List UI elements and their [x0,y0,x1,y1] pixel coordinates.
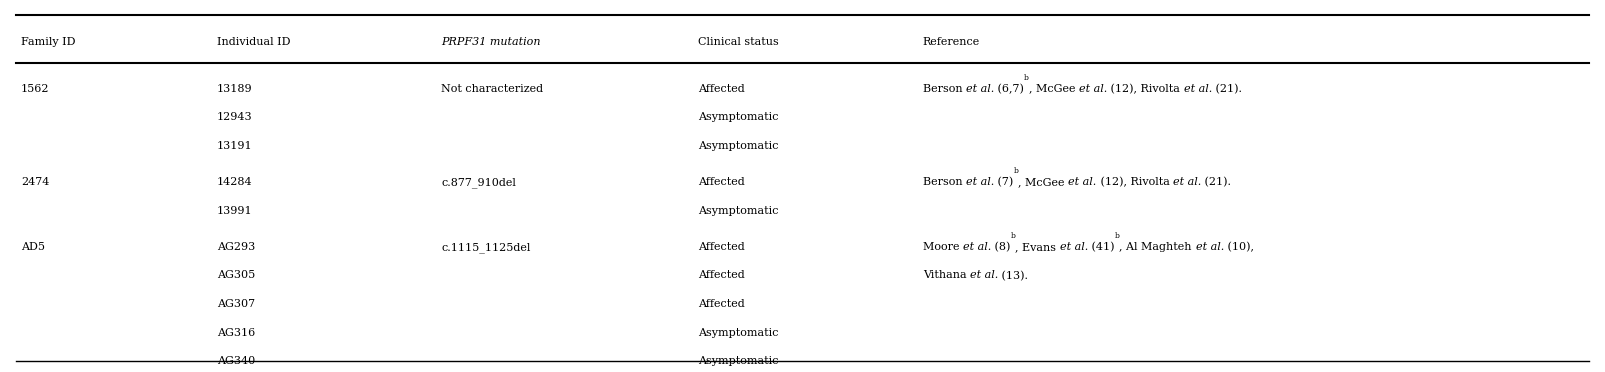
Text: Individual ID: Individual ID [217,37,291,47]
Text: Asymptomatic: Asymptomatic [698,206,778,216]
Text: 14284: 14284 [217,177,252,187]
Text: Asymptomatic: Asymptomatic [698,356,778,366]
Text: Asymptomatic: Asymptomatic [698,112,778,122]
Text: Affected: Affected [698,177,745,187]
Text: c.877_910del: c.877_910del [441,177,517,188]
Text: (12), Rivolta: (12), Rivolta [1096,177,1173,187]
Text: 12943: 12943 [217,112,252,122]
Text: Affected: Affected [698,84,745,94]
Text: 13189: 13189 [217,84,252,94]
Text: 2474: 2474 [21,177,50,187]
Text: (8): (8) [992,242,1011,252]
Text: AG307: AG307 [217,299,255,309]
Text: , McGee: , McGee [1019,177,1069,187]
Text: et al.: et al. [963,242,992,252]
Text: et al.: et al. [1173,177,1201,187]
Text: AG340: AG340 [217,356,255,366]
Text: AG316: AG316 [217,328,255,338]
Text: b: b [1013,167,1019,175]
Text: Affected: Affected [698,242,745,252]
Text: et al.: et al. [1059,242,1088,252]
Text: 13991: 13991 [217,206,252,216]
Text: et al.: et al. [969,270,998,280]
Text: (21).: (21). [1212,84,1242,94]
Text: (41): (41) [1088,242,1114,252]
Text: Berson: Berson [923,84,966,94]
Text: Vithana: Vithana [923,270,969,280]
Text: (12), Rivolta: (12), Rivolta [1107,84,1183,94]
Text: et al.: et al. [966,84,993,94]
Text: AG305: AG305 [217,270,255,280]
Text: Asymptomatic: Asymptomatic [698,141,778,151]
Text: b: b [1011,232,1016,240]
Text: Not characterized: Not characterized [441,84,544,94]
Text: Berson: Berson [923,177,966,187]
Text: et al.: et al. [1183,84,1212,94]
Text: Asymptomatic: Asymptomatic [698,328,778,338]
Text: 13191: 13191 [217,141,252,151]
Text: (7): (7) [993,177,1013,187]
Text: AD5: AD5 [21,242,45,252]
Text: et al.: et al. [966,177,993,187]
Text: PRPF31 mutation: PRPF31 mutation [441,37,541,47]
Text: c.1115_1125del: c.1115_1125del [441,242,531,253]
Text: , Evans: , Evans [1016,242,1059,252]
Text: (6,7): (6,7) [993,84,1024,94]
Text: 1562: 1562 [21,84,50,94]
Text: Affected: Affected [698,299,745,309]
Text: Clinical status: Clinical status [698,37,778,47]
Text: Family ID: Family ID [21,37,75,47]
Text: et al.: et al. [1079,84,1107,94]
Text: et al.: et al. [1196,242,1223,252]
Text: b: b [1114,232,1120,240]
Text: (13).: (13). [998,270,1029,281]
Text: , McGee: , McGee [1029,84,1079,94]
Text: (10),: (10), [1223,242,1254,252]
Text: Moore: Moore [923,242,963,252]
Text: Affected: Affected [698,270,745,280]
Text: b: b [1024,74,1029,82]
Text: AG293: AG293 [217,242,255,252]
Text: (21).: (21). [1201,177,1231,187]
Text: , Al Maghteh: , Al Maghteh [1120,242,1196,252]
Text: Reference: Reference [923,37,981,47]
Text: et al.: et al. [1069,177,1096,187]
